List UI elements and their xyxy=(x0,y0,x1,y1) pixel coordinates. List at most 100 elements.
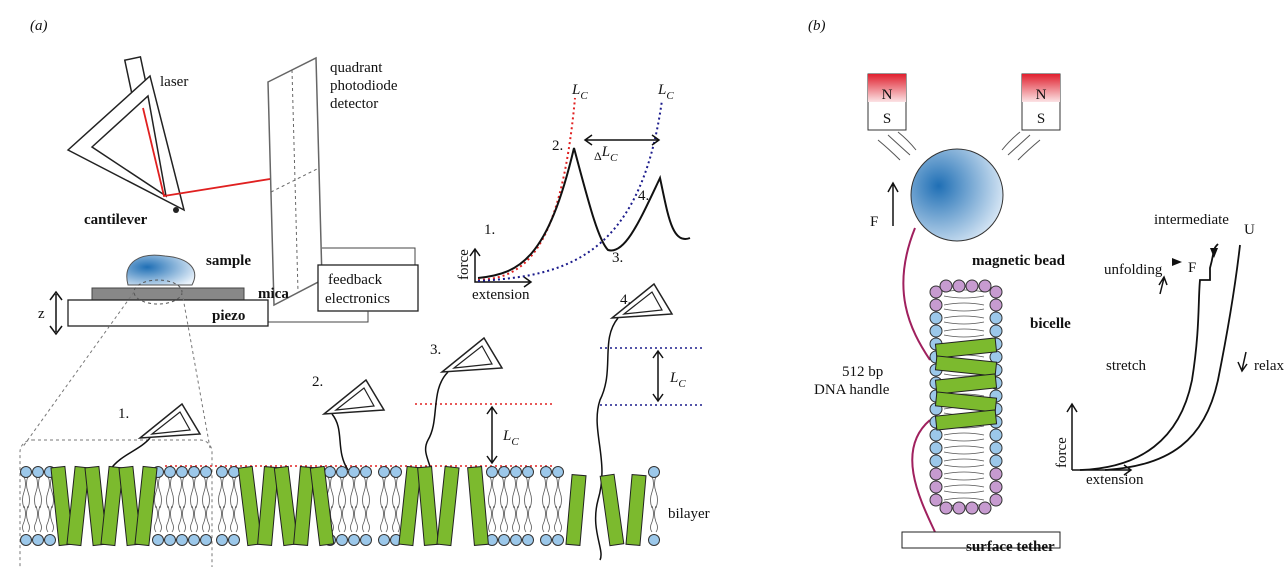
helix xyxy=(135,466,157,545)
subscript: C xyxy=(666,90,674,102)
trace-label: U xyxy=(1244,222,1255,238)
lipid-head xyxy=(990,429,1002,441)
lipid-head xyxy=(165,467,176,478)
lipid-head xyxy=(966,280,978,292)
lipid-tail xyxy=(944,446,984,454)
lipid-head xyxy=(337,535,348,546)
lc-arrow xyxy=(487,407,497,463)
feedback-label: feedback xyxy=(328,272,383,288)
lipid-tail xyxy=(651,476,658,532)
lipid-tail xyxy=(944,472,984,480)
sample-label: sample xyxy=(206,253,251,269)
bicelle-label: bicelle xyxy=(1030,316,1071,332)
helix xyxy=(399,466,421,545)
bilayer-label: bilayer xyxy=(668,506,710,522)
lipid-tail xyxy=(555,476,562,532)
magnet-pole: S xyxy=(1037,111,1045,127)
lipid-head xyxy=(990,481,1002,493)
lipid-head xyxy=(953,280,965,292)
lipid-head xyxy=(553,535,564,546)
lipid-head xyxy=(201,467,212,478)
lipid-head xyxy=(523,535,534,546)
symbol: L xyxy=(669,370,678,386)
lipid-head xyxy=(45,535,56,546)
photodiode xyxy=(268,58,322,305)
lipid-head xyxy=(337,467,348,478)
helix xyxy=(600,474,624,545)
lipid-head xyxy=(541,535,552,546)
lipid-head xyxy=(541,467,552,478)
sample-blob xyxy=(127,255,195,285)
step-label: 3. xyxy=(612,250,623,266)
lipid-head xyxy=(499,467,510,478)
lipid-head xyxy=(511,535,522,546)
symbol: L xyxy=(502,428,511,444)
lipid-head xyxy=(990,494,1002,506)
lipid-head xyxy=(930,325,942,337)
z-label: z xyxy=(38,306,45,322)
lipid-head xyxy=(966,502,978,514)
drawing xyxy=(20,57,1247,567)
lipid-head xyxy=(930,481,942,493)
panel-label: (a) xyxy=(30,18,48,34)
lipid-tail xyxy=(219,476,226,532)
cantilever-tip xyxy=(173,207,179,213)
contour-length-label: LC xyxy=(657,82,674,102)
lipid-tail xyxy=(525,476,532,532)
lipid-head xyxy=(379,535,390,546)
lipid-head xyxy=(990,468,1002,480)
lipid-tail xyxy=(231,476,238,532)
lipid-head xyxy=(229,535,240,546)
subscript: C xyxy=(678,378,686,390)
polymer xyxy=(332,414,348,470)
helix xyxy=(418,467,439,546)
lipid-head xyxy=(990,442,1002,454)
magnet-pole: N xyxy=(1036,87,1047,103)
helix xyxy=(935,356,996,376)
helix xyxy=(310,466,333,545)
lipid-head xyxy=(979,502,991,514)
relax-arrow xyxy=(1238,352,1247,371)
step-label: 4. xyxy=(638,188,649,204)
lipid-tail xyxy=(944,459,984,467)
step-label: 1. xyxy=(118,406,129,422)
detector-label: detector xyxy=(330,96,378,112)
lipid-head xyxy=(487,467,498,478)
lipid-head xyxy=(177,467,188,478)
lipid-tail xyxy=(944,316,984,324)
piezo-label: piezo xyxy=(212,308,245,324)
helix xyxy=(626,475,646,546)
lipid-head xyxy=(523,467,534,478)
symbol: L xyxy=(657,82,666,98)
lipid-head xyxy=(189,467,200,478)
helix xyxy=(566,475,586,546)
lipid-tail xyxy=(489,476,496,532)
lipid-tail xyxy=(944,290,984,298)
contour-length-label: LC xyxy=(669,370,686,390)
trace-label: relax xyxy=(1254,358,1284,374)
laser-label: laser xyxy=(160,74,188,90)
step-label: 2. xyxy=(552,138,563,154)
lipid-tail xyxy=(513,476,520,532)
magnet-pole: S xyxy=(883,111,891,127)
figure: (a) laser quadrant photodiode detector c… xyxy=(0,0,1287,567)
lipid-tail xyxy=(543,476,550,532)
lipid-head xyxy=(930,442,942,454)
magnetic-bead-shape xyxy=(911,149,1003,241)
lipid-head xyxy=(930,494,942,506)
lipid-head xyxy=(990,299,1002,311)
lipid-head xyxy=(153,535,164,546)
stretch-arrow xyxy=(1159,277,1167,294)
lipid-tail xyxy=(191,476,198,532)
x-axis-label: extension xyxy=(472,287,530,303)
lipid-head xyxy=(325,467,336,478)
lipid-head xyxy=(361,535,372,546)
lipid-tail xyxy=(944,329,984,337)
trace-label: unfolding xyxy=(1104,262,1163,278)
lipid-head xyxy=(940,502,952,514)
magnet-pole: N xyxy=(882,87,893,103)
helix xyxy=(437,466,459,545)
symbol: L xyxy=(601,144,610,160)
lipid-tail xyxy=(501,476,508,532)
trace-label: intermediate xyxy=(1154,212,1229,228)
